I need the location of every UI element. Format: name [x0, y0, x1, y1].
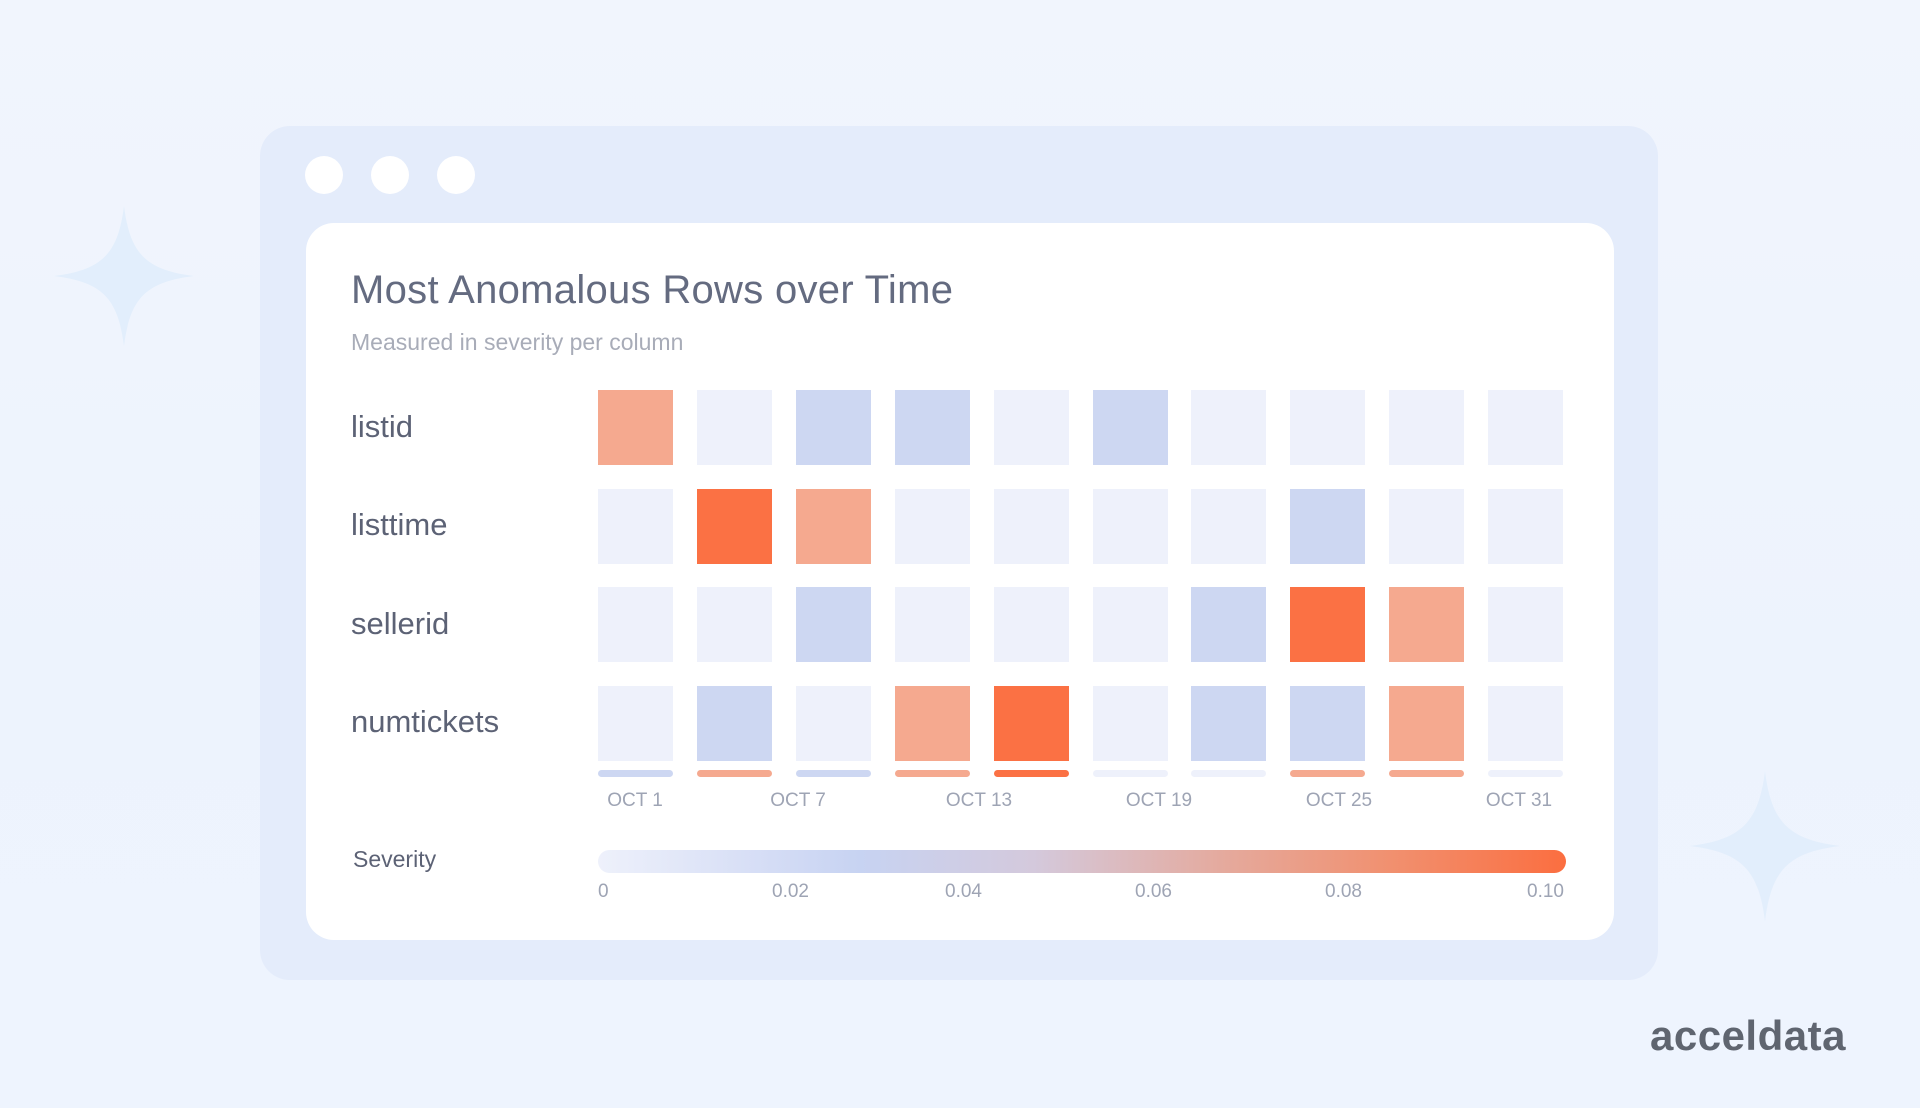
row-label-sellerid: sellerid [351, 606, 450, 641]
summary-bar [993, 770, 1069, 777]
acceldata-logo: acceldata [1650, 1012, 1846, 1059]
heatmap-cell [993, 685, 1069, 761]
legend-tick-label: 0.10 [1527, 881, 1564, 902]
heatmap-cell [1092, 685, 1168, 761]
summary-bar [598, 770, 673, 777]
legend-tick-label: 0.04 [945, 881, 982, 902]
heatmap-cell [993, 390, 1069, 465]
heatmap-cell [1488, 488, 1564, 564]
row-label-listid: listid [351, 409, 414, 444]
heatmap-cell [1092, 390, 1168, 465]
summary-bar [795, 770, 871, 777]
window-dot-3 [437, 156, 475, 194]
heatmap-cell [696, 488, 772, 564]
heatmap-cell [795, 488, 871, 564]
heatmap-cell [696, 390, 772, 465]
heatmap-cell [1290, 390, 1366, 465]
heatmap-cell [1389, 390, 1465, 465]
severity-color-scale [598, 850, 1566, 873]
heatmap-cell [696, 685, 772, 761]
heatmap-cell [598, 488, 673, 564]
heatmap-cell [894, 587, 970, 662]
heatmap-cell [894, 488, 970, 564]
row-label-listtime: listtime [351, 507, 448, 542]
legend-label: Severity [353, 846, 437, 872]
heatmap-cell [598, 685, 673, 761]
heatmap-cell [1389, 488, 1465, 564]
x-tick-label: OCT 1 [607, 790, 663, 811]
heatmap-cell [993, 587, 1069, 662]
heatmap-cell [1191, 488, 1267, 564]
sparkle-left-decoration [54, 206, 194, 346]
legend-tick-label: 0.02 [772, 881, 809, 902]
heatmap-cell [1488, 587, 1564, 662]
x-tick-label: OCT 19 [1125, 790, 1193, 811]
chart-card [306, 223, 1614, 940]
heatmap-cell [696, 587, 772, 662]
heatmap-cell [1092, 587, 1168, 662]
heatmap-cell [894, 685, 970, 761]
summary-bar [1488, 770, 1564, 777]
heatmap-cell [795, 390, 871, 465]
heatmap-cell [894, 390, 970, 465]
sparkle-right-decoration [1690, 771, 1840, 921]
summary-bar [1092, 770, 1168, 777]
heatmap-cell [598, 390, 673, 465]
window-dot-1 [305, 156, 343, 194]
heatmap-cell [1191, 685, 1267, 761]
heatmap-cell [1290, 685, 1366, 761]
legend-tick-label: 0.06 [1135, 881, 1172, 902]
summary-bar [1191, 770, 1267, 777]
window-dot-2 [371, 156, 409, 194]
heatmap-cell [1290, 587, 1366, 662]
heatmap-cell [1488, 390, 1564, 465]
summary-bar [696, 770, 772, 777]
summary-bar [1389, 770, 1465, 777]
summary-bar [894, 770, 970, 777]
heatmap-cell [1389, 685, 1465, 761]
chart-title: Most Anomalous Rows over Time [351, 268, 954, 312]
heatmap-cell [993, 488, 1069, 564]
legend-tick-label: 0 [598, 881, 609, 902]
summary-bar [1290, 770, 1366, 777]
heatmap-cell [795, 685, 871, 761]
chart-subtitle: Measured in severity per column [351, 329, 684, 355]
heatmap-cell [795, 587, 871, 662]
x-tick-label: OCT 13 [945, 790, 1013, 811]
heatmap-cell [1389, 587, 1465, 662]
x-tick-label: OCT 25 [1305, 790, 1373, 811]
heatmap-cell [1191, 587, 1267, 662]
heatmap-cell [1290, 488, 1366, 564]
heatmap-cell [1191, 390, 1267, 465]
heatmap-cell [1488, 685, 1564, 761]
x-tick-label: OCT 31 [1485, 790, 1553, 811]
x-tick-label: OCT 7 [770, 790, 826, 811]
legend-tick-label: 0.08 [1325, 881, 1362, 902]
row-label-numtickets: numtickets [351, 704, 500, 739]
heatmap-cell [598, 587, 673, 662]
heatmap-cell [1092, 488, 1168, 564]
